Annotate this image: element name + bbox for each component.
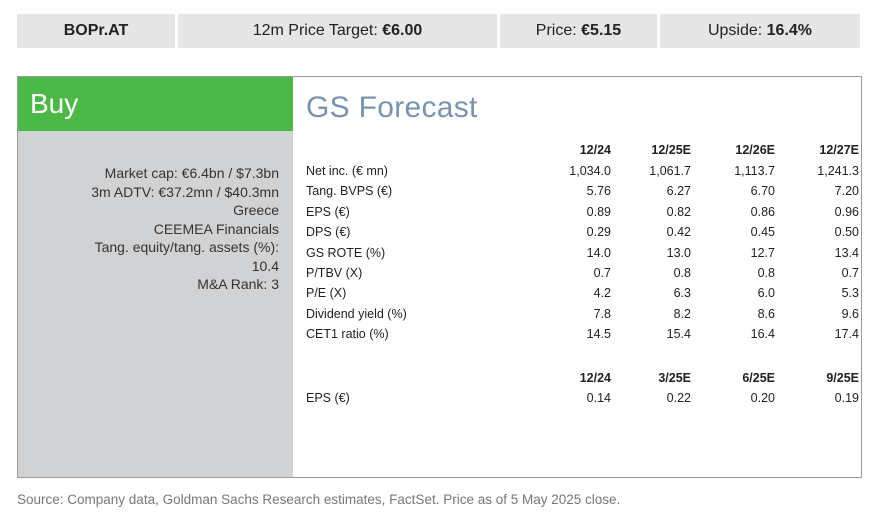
panel: Buy Market cap: €6.4bn / $7.3bn 3m ADTV: … xyxy=(17,76,862,478)
info-line: 3m ADTV: €37.2mn / $40.3mn xyxy=(91,183,279,200)
header-row: 12/24 3/25E 6/25E 9/25E xyxy=(306,368,859,388)
column-header: 9/25E xyxy=(826,371,859,385)
cell-value: 5.3 xyxy=(841,286,859,301)
table-row: EPS (€) 0.14 0.22 0.20 0.19 xyxy=(306,388,859,408)
table-row: P/TBV (X) 0.7 0.8 0.8 0.7 xyxy=(306,263,859,283)
info: Market cap: €6.4bn / $7.3bn 3m ADTV: €37.… xyxy=(91,164,279,294)
column-header: 3/25E xyxy=(658,371,691,385)
row-label: GS ROTE (%) xyxy=(306,245,386,260)
info-line: Market cap: €6.4bn / $7.3bn xyxy=(104,165,279,181)
ticker: BOPr.AT xyxy=(63,22,129,39)
cell-value: 0.20 xyxy=(750,391,775,405)
cell-value: 14.0 xyxy=(586,245,611,260)
cell-value: 0.7 xyxy=(841,266,859,280)
cell-value: 14.5 xyxy=(586,327,611,342)
header-row: 12/24 12/25E 12/26E 12/27E xyxy=(306,140,859,160)
cell-value: 0.45 xyxy=(750,225,775,240)
row-label: CET1 ratio (%) xyxy=(306,327,389,342)
cell-value: 6.0 xyxy=(757,286,775,301)
cell-value: 0.82 xyxy=(666,204,691,219)
row-label: Tang. BVPS (€) xyxy=(306,184,393,199)
cell-value: 1,241.3 xyxy=(817,164,859,178)
cell-value: 15.4 xyxy=(666,327,691,342)
price-box: Price: €5.15 xyxy=(500,14,657,48)
cell-value: 6.3 xyxy=(673,286,691,301)
info-line: Greece xyxy=(233,202,279,218)
cell-value: 17.4 xyxy=(834,327,859,342)
upside-box: Upside: 16.4% xyxy=(660,14,860,48)
table-row: EPS (€) 0.89 0.82 0.86 0.96 xyxy=(306,202,859,222)
cell-value: 0.96 xyxy=(834,204,859,219)
info-line: CEEMEA Financials xyxy=(153,220,279,237)
cell-value: 6.27 xyxy=(666,184,691,199)
row-label: DPS (€) xyxy=(306,225,351,240)
upside-label: Upside: xyxy=(707,22,763,39)
info-line: Tang. equity/tang. assets (%): xyxy=(94,239,279,255)
row-label: EPS (€) xyxy=(306,391,350,405)
cell-value: 6.70 xyxy=(750,184,775,199)
ticker-box: BOPr.AT xyxy=(17,14,175,48)
rating: Buy xyxy=(18,77,293,131)
cell-value: 1,034.0 xyxy=(569,164,611,178)
row-label: Net inc. (€ mn) xyxy=(306,164,388,178)
cell-value: 16.4 xyxy=(750,327,775,342)
cell-value: 9.6 xyxy=(841,306,859,321)
cell-value: 0.42 xyxy=(666,225,691,240)
cell-value: 13.4 xyxy=(834,245,859,260)
cell-value: 1,113.7 xyxy=(734,164,775,178)
cell-value: 0.19 xyxy=(834,391,859,405)
column-header: 12/27E xyxy=(819,143,859,157)
column-header: 12/26E xyxy=(735,143,775,157)
forecast-title: GS Forecast xyxy=(306,91,478,124)
row-label: P/TBV (X) xyxy=(306,266,363,280)
table-row: DPS (€) 0.29 0.42 0.45 0.50 xyxy=(306,222,859,242)
cell-value: 0.86 xyxy=(750,204,775,219)
cell-value: 4.2 xyxy=(593,286,611,301)
table-row: Dividend yield (%) 7.8 8.2 8.6 9.6 xyxy=(306,304,859,324)
target-box: 12m Price Target: €6.00 xyxy=(178,14,497,48)
cell-value: 1,061.7 xyxy=(649,164,691,178)
upside-value: 16.4% xyxy=(766,22,813,39)
cell-value: 0.29 xyxy=(586,225,611,240)
cell-value: 7.8 xyxy=(593,306,611,321)
table-row: Net inc. (€ mn) 1,034.0 1,061.7 1,113.7 1,24… xyxy=(306,161,859,181)
table-row: GS ROTE (%) 14.0 13.0 12.7 13.4 xyxy=(306,243,859,263)
row-label: Dividend yield (%) xyxy=(306,306,407,321)
price-label: Price: xyxy=(535,22,577,39)
target-value: €6.00 xyxy=(382,22,423,39)
table-row: P/E (X) 4.2 6.3 6.0 5.3 xyxy=(306,283,859,303)
info-line: M&A Rank: 3 xyxy=(197,276,279,292)
cell-value: 0.8 xyxy=(757,266,775,280)
column-header: 12/24 xyxy=(579,371,611,385)
row-label: P/E (X) xyxy=(306,286,347,301)
cell-value: 0.22 xyxy=(666,391,691,405)
column-header: 12/24 xyxy=(579,143,611,157)
cell-value: 7.20 xyxy=(834,184,859,199)
side-panel: Buy Market cap: €6.4bn / $7.3bn 3m ADTV: … xyxy=(18,77,293,477)
target-label: 12m Price Target: xyxy=(252,22,378,39)
table-row: CET1 ratio (%) 14.5 15.4 16.4 17.4 xyxy=(306,324,859,344)
column-header: 6/25E xyxy=(742,371,775,385)
cell-value: 0.89 xyxy=(586,204,611,219)
cell-value: 13.0 xyxy=(666,245,691,260)
row-label: EPS (€) xyxy=(306,204,350,219)
cell-value: 0.8 xyxy=(673,266,691,280)
info-line: 10.4 xyxy=(251,257,279,274)
cell-value: 0.14 xyxy=(586,391,611,405)
table-row: Tang. BVPS (€) 5.76 6.27 6.70 7.20 xyxy=(306,181,859,201)
cell-value: 12.7 xyxy=(750,245,775,260)
cell-value: 8.2 xyxy=(673,306,691,321)
cell-value: 0.7 xyxy=(593,266,611,280)
cell-value: 0.50 xyxy=(834,225,859,240)
column-header: 12/25E xyxy=(651,143,691,157)
cell-value: 5.76 xyxy=(586,184,611,199)
cell-value: 8.6 xyxy=(757,306,775,321)
price-value: €5.15 xyxy=(581,22,622,39)
source-note: Source: Company data, Goldman Sachs Rese… xyxy=(17,492,621,507)
